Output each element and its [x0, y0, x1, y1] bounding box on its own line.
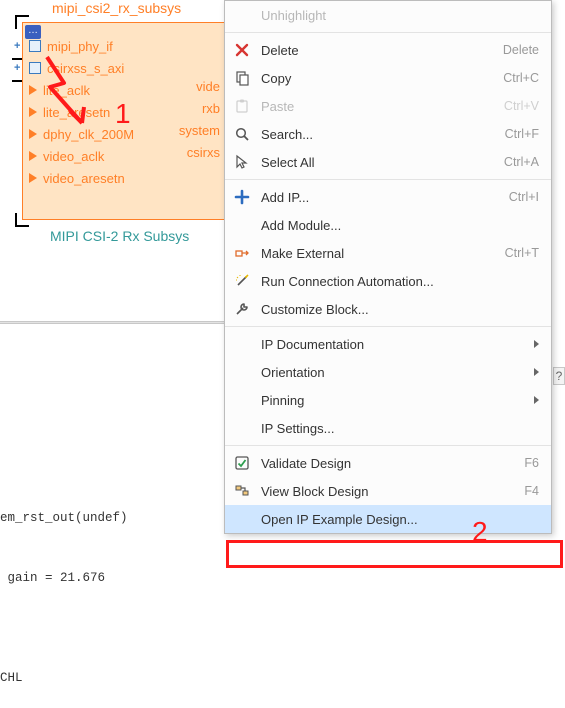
menu-item-add-ip[interactable]: Add IP...Ctrl+I: [225, 183, 551, 211]
menu-item-make-external[interactable]: Make ExternalCtrl+T: [225, 239, 551, 267]
menu-separator: [225, 326, 551, 327]
port-mipi-phy-if[interactable]: mipi_phy_if: [29, 35, 134, 57]
menu-separator: [225, 32, 551, 33]
context-menu[interactable]: UnhighlightDeleteDeleteCopyCtrl+CPasteCt…: [224, 0, 552, 534]
menu-item-accelerator: Ctrl+I: [509, 190, 539, 204]
menu-item-label: Paste: [261, 99, 504, 114]
wand-icon: [233, 272, 251, 290]
menu-item-label: Select All: [261, 155, 504, 170]
menu-item-ip-settings[interactable]: IP Settings...: [225, 414, 551, 442]
menu-item-label: Validate Design: [261, 456, 524, 471]
submenu-arrow-icon: [534, 340, 539, 348]
menu-item-delete[interactable]: DeleteDelete: [225, 36, 551, 64]
menu-item-label: IP Documentation: [261, 337, 528, 352]
menu-item-accelerator: Delete: [503, 43, 539, 57]
plus-icon: [233, 188, 251, 206]
menu-item-search[interactable]: Search...Ctrl+F: [225, 120, 551, 148]
menu-item-label: Pinning: [261, 393, 528, 408]
menu-item-label: Unhighlight: [261, 8, 539, 23]
check-icon: [233, 454, 251, 472]
menu-item-label: Add IP...: [261, 190, 509, 205]
console-line: gain = 21.676: [0, 568, 225, 588]
annotation-number-2: 2: [472, 516, 488, 548]
paste-icon: [233, 97, 251, 115]
menu-item-paste: PasteCtrl+V: [225, 92, 551, 120]
port-out-system[interactable]: system: [179, 123, 220, 145]
menu-item-accelerator: Ctrl+T: [505, 246, 539, 260]
menu-item-label: View Block Design: [261, 484, 524, 499]
annotation-highlight-box: [226, 540, 563, 568]
port-out-video[interactable]: vide: [179, 79, 220, 101]
menu-item-label: IP Settings...: [261, 421, 539, 436]
port-stub: [12, 80, 22, 82]
menu-item-accelerator: Ctrl+V: [504, 99, 539, 113]
wrench-icon: [233, 300, 251, 318]
menu-item-add-module[interactable]: Add Module...: [225, 211, 551, 239]
ip-block-title: mipi_csi2_rx_subsys: [52, 0, 181, 16]
port-stub: [12, 58, 22, 60]
menu-item-pinning[interactable]: Pinning: [225, 386, 551, 414]
menu-item-copy[interactable]: CopyCtrl+C: [225, 64, 551, 92]
menu-item-validate-design[interactable]: Validate DesignF6: [225, 449, 551, 477]
submenu-arrow-icon: [534, 396, 539, 404]
menu-item-label: Run Connection Automation...: [261, 274, 539, 289]
menu-item-label: Orientation: [261, 365, 528, 380]
x-icon: [233, 41, 251, 59]
menu-item-label: Make External: [261, 246, 505, 261]
console-line: em_rst_out(undef): [0, 508, 225, 528]
menu-item-ip-documentation[interactable]: IP Documentation: [225, 330, 551, 358]
ip-output-ports: vide rxb system csirxs: [179, 79, 220, 167]
panel-separator[interactable]: [0, 321, 225, 324]
menu-item-label: Search...: [261, 127, 505, 142]
port-out-csirxs[interactable]: csirxs: [179, 145, 220, 167]
cursor-icon: [233, 153, 251, 171]
submenu-arrow-icon: [534, 368, 539, 376]
menu-item-label: Open IP Example Design...: [261, 512, 539, 527]
menu-item-accelerator: F4: [524, 484, 539, 498]
menu-item-unhighlight: Unhighlight: [225, 1, 551, 29]
menu-item-accelerator: Ctrl+A: [504, 155, 539, 169]
menu-item-select-all[interactable]: Select AllCtrl+A: [225, 148, 551, 176]
menu-item-view-block-design[interactable]: View Block DesignF4: [225, 477, 551, 505]
port-csirxss-s-axi[interactable]: csirxss_s_axi: [29, 57, 134, 79]
menu-item-open-ip-example-design[interactable]: Open IP Example Design...: [225, 505, 551, 533]
copy-icon: [233, 69, 251, 87]
menu-separator: [225, 179, 551, 180]
menu-item-orientation[interactable]: Orientation: [225, 358, 551, 386]
search-icon: [233, 125, 251, 143]
menu-item-run-connection-automation[interactable]: Run Connection Automation...: [225, 267, 551, 295]
menu-item-label: Copy: [261, 71, 503, 86]
ext-icon: [233, 244, 251, 262]
help-tab[interactable]: ?: [553, 367, 565, 385]
annotation-number-1: 1: [115, 98, 131, 130]
menu-separator: [225, 445, 551, 446]
menu-item-customize-block[interactable]: Customize Block...: [225, 295, 551, 323]
console-line: CHL: [0, 668, 225, 688]
tcl-console-output: em_rst_out(undef) gain = 21.676 CHL: [0, 468, 225, 708]
menu-item-accelerator: Ctrl+F: [505, 127, 539, 141]
port-video-aclk[interactable]: video_aclk: [29, 145, 134, 167]
ip-block-badge-icon[interactable]: …: [25, 25, 41, 39]
port-video-aresetn[interactable]: video_aresetn: [29, 167, 134, 189]
menu-item-accelerator: Ctrl+C: [503, 71, 539, 85]
block-icon: [233, 482, 251, 500]
menu-item-accelerator: F6: [524, 456, 539, 470]
menu-item-label: Add Module...: [261, 218, 539, 233]
port-out-rxb[interactable]: rxb: [179, 101, 220, 123]
ip-block-caption: MIPI CSI-2 Rx Subsys: [50, 228, 189, 244]
menu-item-label: Delete: [261, 43, 503, 58]
menu-item-label: Customize Block...: [261, 302, 539, 317]
block-diagram-canvas[interactable]: mipi_csi2_rx_subsys mipi_phy_if csirxss_…: [0, 0, 225, 300]
